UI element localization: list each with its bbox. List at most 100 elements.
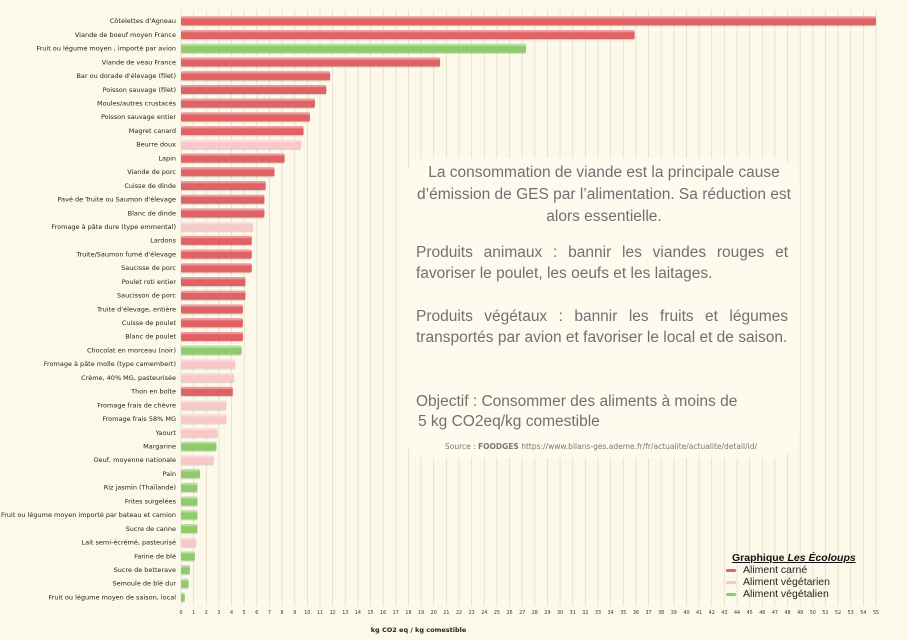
category-label: Pain [162,470,176,478]
bar-highlight [181,263,252,266]
source-url: https://www.bilans-ges.ademe.fr/fr/actua… [521,442,758,451]
bar [181,304,243,314]
bar [181,43,526,53]
bar [181,139,302,149]
bar [181,249,252,259]
x-tick-label: 37 [645,610,651,616]
category-label: Fruit ou légume moyen , importé par avio… [36,45,176,53]
x-tick-label: 29 [544,610,550,616]
category-label: Pavé de Truite ou Saumon d'élevage [58,196,177,204]
bar [181,263,252,273]
category-label: Blanc de dinde [128,209,176,217]
legend-label-vegetalien: Aliment végétalien [743,588,829,600]
bar [181,510,198,520]
bar [181,386,233,396]
bar [181,84,327,94]
bar [181,345,242,355]
category-label: Bar ou dorade d'élevage (filet) [76,72,176,80]
legend-item-carne: Aliment carné [726,564,886,576]
category-label: Truite/Saumon fumé d'élevage [75,250,176,258]
category-label: Fruit ou légume moyen de saison, local [48,593,176,601]
bar [181,551,195,561]
bar [181,222,254,232]
x-tick-label: 19 [418,610,424,616]
bar-highlight [181,167,275,170]
bar [181,30,635,40]
x-tick-label: 8 [281,610,284,616]
category-label: Côtelettes d'Agneau [110,17,176,25]
x-tick-label: 39 [671,610,677,616]
bar-highlight [181,277,246,280]
category-label: Lapin [158,154,176,162]
bar [181,331,243,341]
bar [181,441,217,451]
x-tick-label: 50 [810,610,816,616]
bar [181,414,227,424]
bar [181,400,227,410]
category-label: Margarine [143,443,176,451]
bar [181,524,198,534]
bar [181,373,235,383]
x-tick-label: 20 [431,610,437,616]
legend-swatch-vegetarien [726,580,736,584]
bar [181,427,218,437]
x-tick-label: 28 [532,610,538,616]
x-tick-label: 18 [405,610,411,616]
category-label: Farine de blé [134,552,176,560]
category-label: Semoule de blé dur [112,580,176,588]
x-tick-label: 42 [709,610,715,616]
x-tick-label: 0 [179,610,182,616]
x-tick-label: 45 [747,610,753,616]
info-animal-products: Produits animaux : bannir les viandes ro… [416,244,788,282]
x-tick-label: 32 [582,610,588,616]
category-label: Viande de veau France [102,58,176,66]
bar-highlight [181,345,242,348]
bar-highlight [181,16,876,19]
category-label: Thon en boîte [130,388,176,396]
info-objective-line-1: Objectif : Consommer des aliments à moin… [416,393,738,410]
x-axis-label: kg CO2 eq / kg comestible [371,626,467,634]
x-tick-label: 10 [304,610,310,616]
bar [181,578,189,588]
category-label: Oeuf, moyenne nationale [94,456,176,464]
bar-highlight [181,304,243,307]
bar-highlight [181,496,198,499]
bar [181,167,275,177]
legend-item-vegetalien: Aliment végétalien [726,588,886,600]
bar-highlight [181,208,265,211]
category-label: Truite d'élevage, entière [96,305,176,313]
info-objective-line-2: 5 kg CO2eq/kg comestible [418,413,600,430]
bar [181,469,200,479]
bar-highlight [181,112,310,115]
bar-highlight [181,373,235,376]
bar [181,181,266,191]
x-tick-label: 53 [848,610,854,616]
legend-title-brand: Les Écoloups [787,552,856,564]
bar-highlight [181,318,243,321]
category-label: Magret canard [129,127,176,135]
bar [181,277,246,287]
bar [181,496,198,506]
bar [181,455,214,465]
x-tick-label: 23 [469,610,475,616]
category-label: Viande de porc [127,168,176,176]
bar-highlight [181,592,185,595]
x-tick-label: 6 [255,610,258,616]
bar [181,153,285,163]
legend-swatch-vegetalien [726,592,736,596]
bar-highlight [181,414,227,417]
x-tick-label: 52 [835,610,841,616]
bar-highlight [181,578,189,582]
x-tick-label: 4 [230,610,233,616]
bar [181,194,265,204]
bar [181,235,252,245]
x-tick-label: 26 [506,610,512,616]
x-tick-label: 36 [633,610,639,616]
x-tick-label: 3 [217,610,220,616]
bar [181,112,310,122]
bar-highlight [181,249,252,252]
x-tick-label: 14 [355,610,361,616]
bar [181,126,304,136]
